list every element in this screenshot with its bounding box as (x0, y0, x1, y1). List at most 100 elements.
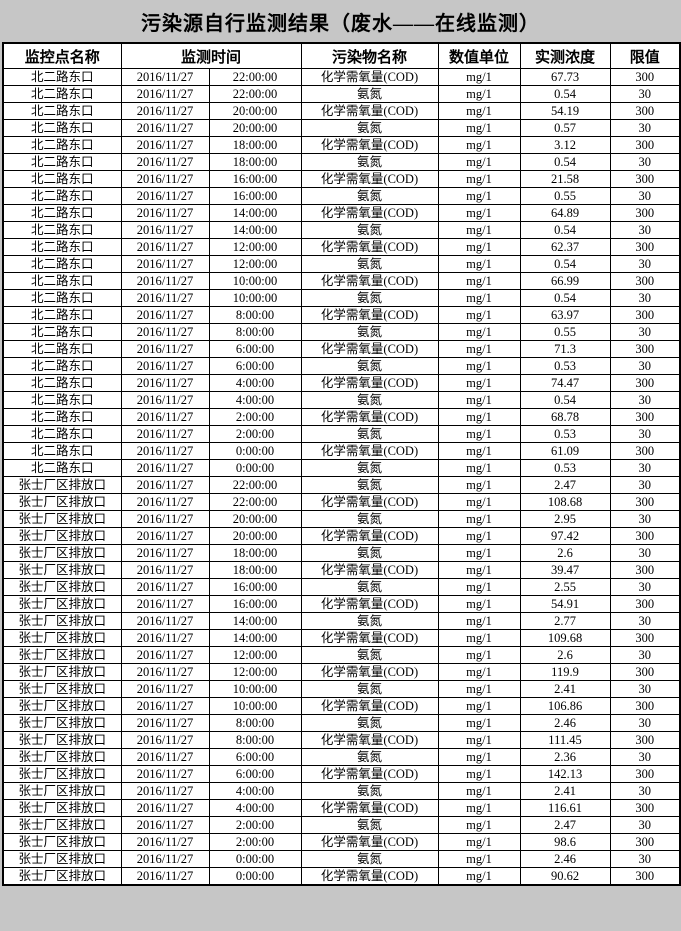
cell-pollutant: 氨氮 (300, 187, 439, 205)
cell-unit: mg/1 (437, 867, 521, 886)
cell-date: 2016/11/27 (120, 697, 210, 715)
cell-date: 2016/11/27 (120, 765, 210, 783)
cell-pollutant: 化学需氧量(COD) (300, 629, 439, 647)
cell-unit: mg/1 (437, 102, 521, 120)
cell-point: 北二路东口 (2, 255, 122, 273)
cell-value: 21.58 (519, 170, 611, 188)
cell-unit: mg/1 (437, 476, 521, 494)
table-row: 北二路东口 2016/11/27 16:00:00 化学需氧量(COD) mg/1 21.… (2, 170, 681, 188)
cell-time: 20:00:00 (208, 102, 302, 120)
cell-date: 2016/11/27 (120, 527, 210, 545)
cell-pollutant: 氨氮 (300, 85, 439, 103)
cell-point: 北二路东口 (2, 323, 122, 341)
table-row: 北二路东口 2016/11/27 18:00:00 氨氮 mg/1 0.54 30 (2, 153, 681, 171)
cell-date: 2016/11/27 (120, 782, 210, 800)
table-row: 张士厂区排放口 2016/11/27 4:00:00 氨氮 mg/1 2.41 30 (2, 782, 681, 800)
table-row: 北二路东口 2016/11/27 0:00:00 化学需氧量(COD) mg/1 61.0… (2, 442, 681, 460)
cell-time: 6:00:00 (208, 748, 302, 766)
cell-time: 8:00:00 (208, 714, 302, 732)
table-row: 北二路东口 2016/11/27 0:00:00 氨氮 mg/1 0.53 30 (2, 459, 681, 477)
cell-unit: mg/1 (437, 493, 521, 511)
cell-limit: 30 (609, 357, 681, 375)
cell-value: 61.09 (519, 442, 611, 460)
cell-unit: mg/1 (437, 136, 521, 154)
cell-time: 16:00:00 (208, 170, 302, 188)
cell-value: 74.47 (519, 374, 611, 392)
table-row: 张士厂区排放口 2016/11/27 2:00:00 氨氮 mg/1 2.47 30 (2, 816, 681, 834)
cell-pollutant: 化学需氧量(COD) (300, 493, 439, 511)
monitoring-table: 监控点名称 监测时间 污染物名称 数值单位 实测浓度 限值 北二路东口 2016/… (2, 42, 681, 886)
cell-date: 2016/11/27 (120, 731, 210, 749)
cell-value: 98.6 (519, 833, 611, 851)
cell-limit: 30 (609, 425, 681, 443)
cell-pollutant: 氨氮 (300, 221, 439, 239)
cell-unit: mg/1 (437, 238, 521, 256)
cell-time: 6:00:00 (208, 765, 302, 783)
cell-limit: 300 (609, 204, 681, 222)
cell-date: 2016/11/27 (120, 391, 210, 409)
cell-time: 4:00:00 (208, 374, 302, 392)
cell-point: 张士厂区排放口 (2, 476, 122, 494)
cell-value: 2.55 (519, 578, 611, 596)
cell-pollutant: 化学需氧量(COD) (300, 663, 439, 681)
cell-limit: 300 (609, 527, 681, 545)
table-row: 北二路东口 2016/11/27 12:00:00 化学需氧量(COD) mg/1 62.… (2, 238, 681, 256)
cell-value: 2.41 (519, 680, 611, 698)
cell-pollutant: 氨氮 (300, 612, 439, 630)
table-row: 北二路东口 2016/11/27 22:00:00 化学需氧量(COD) mg/1 67.… (2, 68, 681, 86)
cell-unit: mg/1 (437, 204, 521, 222)
cell-date: 2016/11/27 (120, 102, 210, 120)
cell-limit: 300 (609, 833, 681, 851)
cell-time: 20:00:00 (208, 510, 302, 528)
table-row: 北二路东口 2016/11/27 18:00:00 化学需氧量(COD) mg/1 3.1… (2, 136, 681, 154)
cell-point: 北二路东口 (2, 221, 122, 239)
table-row: 北二路东口 2016/11/27 2:00:00 化学需氧量(COD) mg/1 68.7… (2, 408, 681, 426)
cell-point: 张士厂区排放口 (2, 748, 122, 766)
cell-limit: 300 (609, 493, 681, 511)
cell-value: 119.9 (519, 663, 611, 681)
cell-point: 北二路东口 (2, 85, 122, 103)
cell-date: 2016/11/27 (120, 170, 210, 188)
cell-limit: 300 (609, 561, 681, 579)
cell-time: 10:00:00 (208, 272, 302, 290)
cell-time: 20:00:00 (208, 119, 302, 137)
cell-limit: 300 (609, 442, 681, 460)
cell-unit: mg/1 (437, 612, 521, 630)
cell-unit: mg/1 (437, 697, 521, 715)
table-row: 张士厂区排放口 2016/11/27 20:00:00 氨氮 mg/1 2.95 30 (2, 510, 681, 528)
table-row: 张士厂区排放口 2016/11/27 0:00:00 氨氮 mg/1 2.46 30 (2, 850, 681, 868)
cell-pollutant: 氨氮 (300, 255, 439, 273)
cell-unit: mg/1 (437, 527, 521, 545)
cell-point: 北二路东口 (2, 442, 122, 460)
cell-value: 63.97 (519, 306, 611, 324)
cell-time: 16:00:00 (208, 187, 302, 205)
cell-date: 2016/11/27 (120, 799, 210, 817)
table-row: 北二路东口 2016/11/27 12:00:00 氨氮 mg/1 0.54 30 (2, 255, 681, 273)
table-row: 张士厂区排放口 2016/11/27 12:00:00 氨氮 mg/1 2.6 30 (2, 646, 681, 664)
cell-time: 4:00:00 (208, 391, 302, 409)
cell-limit: 30 (609, 816, 681, 834)
cell-time: 2:00:00 (208, 425, 302, 443)
cell-pollutant: 氨氮 (300, 646, 439, 664)
cell-point: 北二路东口 (2, 119, 122, 137)
cell-unit: mg/1 (437, 510, 521, 528)
cell-date: 2016/11/27 (120, 221, 210, 239)
cell-value: 2.95 (519, 510, 611, 528)
cell-unit: mg/1 (437, 85, 521, 103)
cell-date: 2016/11/27 (120, 493, 210, 511)
cell-pollutant: 化学需氧量(COD) (300, 833, 439, 851)
cell-date: 2016/11/27 (120, 425, 210, 443)
cell-unit: mg/1 (437, 544, 521, 562)
cell-point: 北二路东口 (2, 374, 122, 392)
table-row: 北二路东口 2016/11/27 20:00:00 氨氮 mg/1 0.57 30 (2, 119, 681, 137)
cell-value: 97.42 (519, 527, 611, 545)
cell-unit: mg/1 (437, 850, 521, 868)
cell-unit: mg/1 (437, 748, 521, 766)
cell-pollutant: 氨氮 (300, 391, 439, 409)
cell-point: 张士厂区排放口 (2, 714, 122, 732)
cell-date: 2016/11/27 (120, 340, 210, 358)
cell-pollutant: 氨氮 (300, 476, 439, 494)
cell-limit: 300 (609, 595, 681, 613)
page: 污染源自行监测结果（废水——在线监测） 监控点名称 监测时间 污染物名称 数值单… (2, 13, 681, 886)
cell-time: 12:00:00 (208, 255, 302, 273)
